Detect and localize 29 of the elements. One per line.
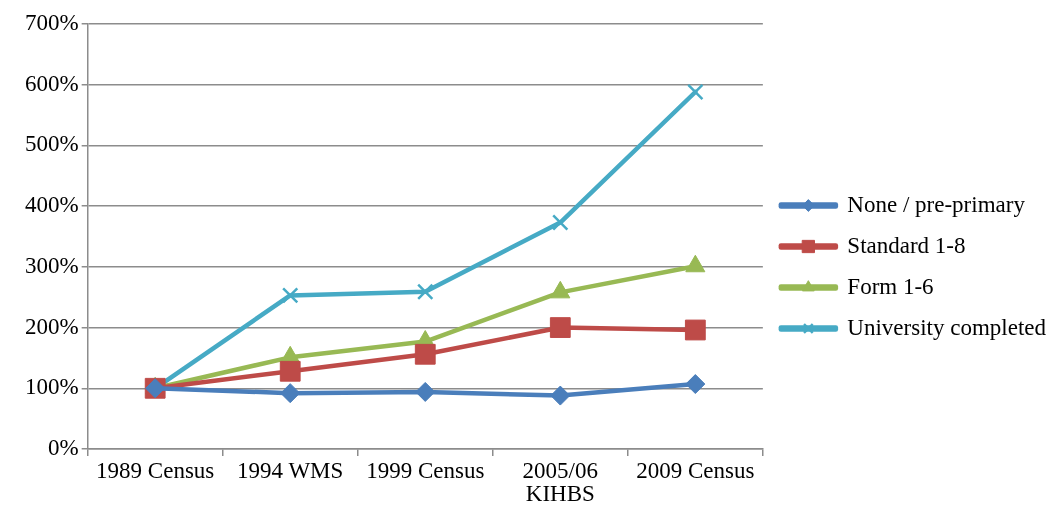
y-tick-label: 600% [24,70,79,96]
y-tick-label: 200% [24,313,79,339]
y-tick-label: 500% [24,131,79,157]
point [416,283,434,301]
x-tick-label: 1994 WMS [237,457,344,483]
point [684,319,706,341]
legend-label: University completed [847,314,1047,340]
point [415,381,436,402]
point [685,374,706,395]
point [280,383,301,404]
point [549,317,571,338]
y-tick-label: 400% [24,192,79,218]
point [414,343,436,365]
x-tick-label: 1989 Census [96,457,215,483]
point [550,385,571,406]
point [551,214,569,231]
x-tick-label: 2005/06 KIHBS [522,457,598,506]
y-tick-label: 100% [24,374,79,400]
legend-label: Form 1-6 [847,273,934,299]
point [281,287,299,304]
legend-label: Standard 1-8 [847,232,966,258]
y-tick-label: 0% [47,435,79,461]
point [687,83,704,101]
y-tick-label: 300% [24,252,79,278]
y-tick-label: 700% [24,10,79,36]
x-tick-label: 2009 Census [636,457,755,483]
point [279,360,301,382]
legend-label: None / pre-primary [847,191,1026,217]
x-tick-label: 1999 Census [366,457,485,483]
